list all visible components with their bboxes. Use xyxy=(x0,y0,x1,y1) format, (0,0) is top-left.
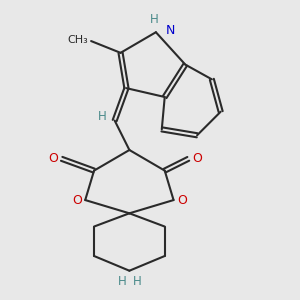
Text: O: O xyxy=(48,152,58,165)
Text: O: O xyxy=(72,194,82,207)
Text: N: N xyxy=(166,24,176,37)
Text: O: O xyxy=(192,152,202,165)
Text: H: H xyxy=(118,275,126,288)
Text: O: O xyxy=(177,194,187,207)
Text: H: H xyxy=(98,110,106,123)
Text: H: H xyxy=(132,275,141,288)
Text: H: H xyxy=(150,13,159,26)
Text: CH₃: CH₃ xyxy=(68,34,88,45)
